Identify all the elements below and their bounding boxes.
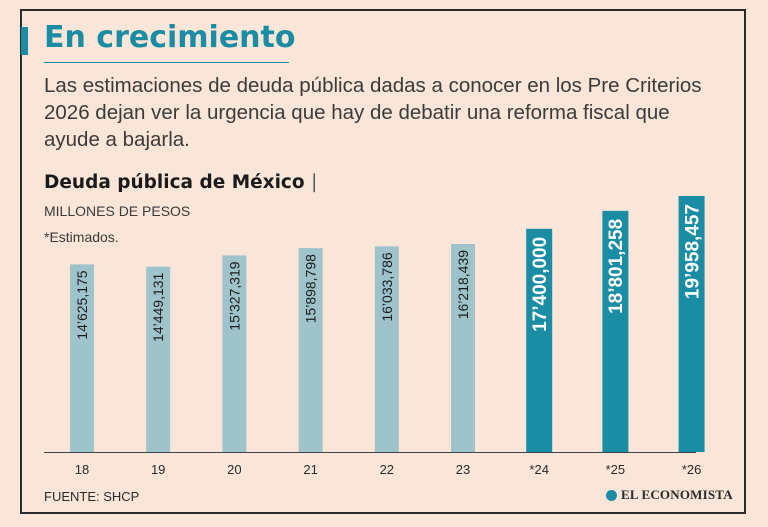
title-accent-bar — [21, 27, 28, 55]
bar-est-25 — [602, 210, 629, 452]
bar-value-label: 17’400,000 — [530, 237, 551, 332]
page-title: En crecimiento — [44, 20, 296, 55]
x-tick-label: *25 — [606, 462, 626, 477]
bar-23 — [451, 243, 475, 452]
chart-title: Deuda pública de México | — [44, 172, 317, 193]
chart-title-text: Deuda pública de México — [44, 172, 305, 193]
brand-name: EL ECONOMISTA — [621, 487, 733, 502]
x-tick-label: 23 — [456, 462, 470, 477]
x-tick-label: 21 — [303, 462, 317, 477]
bar-20 — [222, 255, 247, 452]
frame — [20, 9, 746, 514]
bar-value-label: 14’625,175 — [74, 270, 90, 340]
x-tick-label: 20 — [227, 462, 241, 477]
bar-value-label: 19’958,457 — [682, 204, 703, 299]
bar-19 — [146, 266, 171, 452]
x-tick-label: *24 — [529, 462, 549, 477]
subtitle: Las estimaciones de deuda pública dadas … — [44, 74, 702, 151]
brand-logo-icon — [606, 489, 617, 501]
bar-est-26 — [678, 196, 705, 452]
bar-value-label: 16’033,786 — [379, 252, 395, 322]
bar-21 — [298, 248, 323, 452]
bar-18 — [70, 264, 94, 452]
units-label: MILLONES DE PESOS — [44, 203, 191, 219]
chart-title-separator: | — [311, 172, 318, 193]
x-tick-label: *26 — [682, 462, 702, 477]
bar-value-label: 18’801,258 — [606, 219, 627, 314]
bar-22 — [374, 246, 399, 452]
bar-value-label: 16’218,439 — [455, 250, 471, 320]
bar-value-label: 15’327,319 — [226, 261, 242, 331]
source-note: FUENTE: SHCP — [44, 489, 140, 504]
bar-value-label: 14’449,131 — [150, 272, 166, 342]
x-tick-label: 22 — [380, 462, 394, 477]
bar-value-label: 15’898,798 — [303, 254, 319, 324]
title-underline — [44, 62, 289, 63]
bar-est-24 — [526, 228, 553, 452]
estimates-note: *Estimados. — [44, 229, 119, 245]
x-tick-label: 19 — [151, 462, 165, 477]
brand: EL ECONOMISTA — [606, 487, 733, 503]
x-tick-label: 18 — [75, 462, 89, 477]
